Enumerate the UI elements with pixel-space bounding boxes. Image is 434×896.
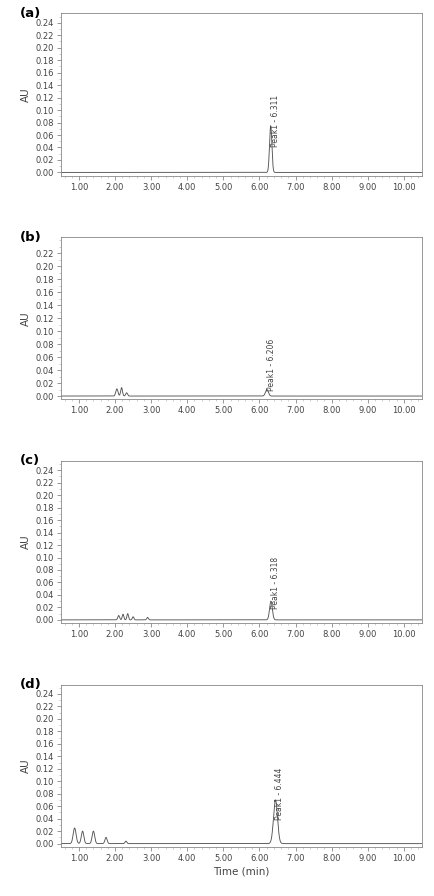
Text: Peak1 - 6.318: Peak1 - 6.318 [270,556,279,608]
Y-axis label: AU: AU [21,87,31,102]
Text: (c): (c) [20,454,39,468]
X-axis label: Time (min): Time (min) [213,866,269,877]
Text: Peak1 - 6.444: Peak1 - 6.444 [275,768,284,820]
Y-axis label: AU: AU [21,758,31,773]
Text: (a): (a) [20,7,40,20]
Text: Peak1 - 6.311: Peak1 - 6.311 [270,95,279,147]
Y-axis label: AU: AU [21,535,31,549]
Text: Peak1 - 6.206: Peak1 - 6.206 [266,339,275,391]
Text: (b): (b) [20,230,41,244]
Text: (d): (d) [20,678,41,691]
Y-axis label: AU: AU [21,311,31,325]
